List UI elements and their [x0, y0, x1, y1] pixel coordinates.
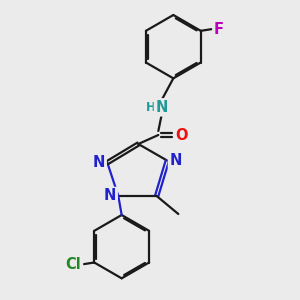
Text: H: H — [146, 101, 156, 114]
Text: N: N — [93, 155, 105, 170]
Text: O: O — [176, 128, 188, 142]
Text: F: F — [214, 22, 224, 37]
Text: N: N — [169, 153, 182, 168]
Text: N: N — [155, 100, 168, 115]
Text: Cl: Cl — [66, 257, 82, 272]
Text: N: N — [104, 188, 116, 203]
